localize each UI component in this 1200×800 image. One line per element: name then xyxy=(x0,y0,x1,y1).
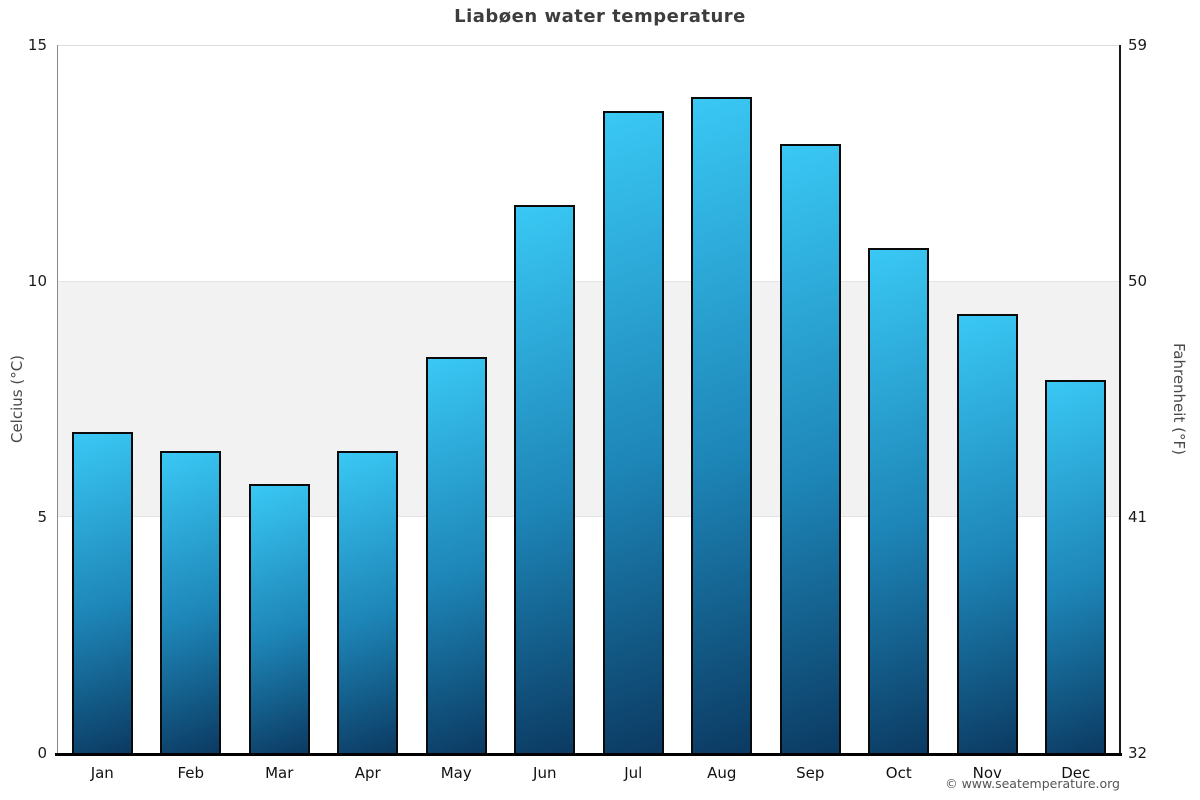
bar-slot-jun xyxy=(501,45,590,753)
xtick-mar: Mar xyxy=(265,764,294,782)
xtick-sep: Sep xyxy=(796,764,825,782)
xtick-jan: Jan xyxy=(90,764,114,782)
xtick-aug: Aug xyxy=(707,764,737,782)
bar-dec xyxy=(1045,380,1107,753)
bar-jul xyxy=(602,111,664,753)
xtick-apr: Apr xyxy=(354,764,381,782)
y-axis-line-fahrenheit xyxy=(1119,45,1121,755)
xtick-jul: Jul xyxy=(624,764,643,782)
bar-slot-apr xyxy=(324,45,413,753)
xtick-jun: Jun xyxy=(533,764,557,782)
bar-jun xyxy=(514,205,576,753)
bar-mar xyxy=(248,483,310,753)
ytick-right-50: 50 xyxy=(1128,272,1148,290)
copyright-text: © www.seatemperature.org xyxy=(945,776,1120,791)
y-axis-label-celsius: Celcius (°C) xyxy=(8,354,26,444)
ytick-left-10: 10 xyxy=(27,272,47,290)
ytick-right-32: 32 xyxy=(1128,744,1148,762)
bar-slot-nov xyxy=(943,45,1032,753)
bar-oct xyxy=(868,247,930,753)
bar-nov xyxy=(956,314,1018,753)
ytick-right-59: 59 xyxy=(1128,36,1148,54)
x-axis-month-labels: Jan Feb Mar Apr May Jun Jul Aug Sep Oct Nov Dec xyxy=(58,760,1120,786)
ytick-right-41: 41 xyxy=(1128,508,1148,526)
bar-slot-sep xyxy=(766,45,855,753)
bar-sep xyxy=(779,144,841,753)
y-axis-label-fahrenheit: Fahrenheit (°F) xyxy=(1170,343,1188,455)
bar-slot-mar xyxy=(235,45,324,753)
ytick-left-0: 0 xyxy=(37,744,47,762)
bar-slot-oct xyxy=(855,45,944,753)
ytick-left-15: 15 xyxy=(27,36,47,54)
bar-slot-aug xyxy=(678,45,767,753)
bar-feb xyxy=(160,450,222,753)
bar-may xyxy=(425,356,487,753)
bar-slot-dec xyxy=(1032,45,1121,753)
xtick-nov: Nov xyxy=(972,764,1002,782)
background-band-5-10 xyxy=(58,281,1120,517)
bar-apr xyxy=(337,450,399,753)
y-axis-line-celsius xyxy=(57,45,58,753)
xtick-oct: Oct xyxy=(885,764,912,782)
bar-aug xyxy=(691,96,753,753)
ytick-left-5: 5 xyxy=(37,508,47,526)
xtick-dec: Dec xyxy=(1061,764,1091,782)
bar-slot-feb xyxy=(147,45,236,753)
bar-jan xyxy=(71,432,133,753)
bar-slot-may xyxy=(412,45,501,753)
xtick-may: May xyxy=(440,764,472,782)
bar-slot-jan xyxy=(58,45,147,753)
plot-area xyxy=(58,45,1120,753)
bar-slot-jul xyxy=(589,45,678,753)
xtick-feb: Feb xyxy=(177,764,205,782)
bars-container xyxy=(58,45,1120,753)
x-axis-line xyxy=(55,753,1122,756)
chart-title: Liabøen water temperature xyxy=(454,6,746,27)
plot-top-border xyxy=(58,45,1120,46)
